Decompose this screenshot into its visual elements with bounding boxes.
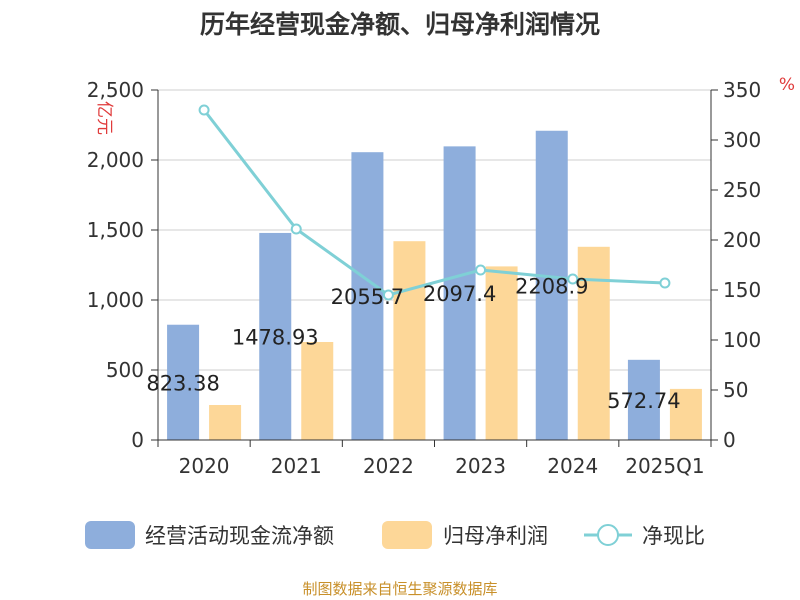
right-tick-label: 150: [723, 278, 761, 302]
right-tick-label: 350: [723, 78, 761, 102]
chart-title: 历年经营现金净额、归母净利润情况: [200, 10, 600, 39]
bars: [167, 130, 702, 440]
x-tick-label: 2021: [271, 454, 322, 478]
legend-label-ratio: 净现比: [642, 524, 705, 548]
cash-flow-bar: [259, 232, 292, 440]
x-tick-label: 2024: [547, 454, 598, 478]
cash-flow-bar: [627, 359, 660, 440]
ratio-line-path: [202, 109, 665, 297]
left-tick-label: 0: [131, 428, 144, 452]
x-tick-label: 2022: [363, 454, 414, 478]
right-tick-label: 300: [723, 128, 761, 152]
left-tick-label: 500: [106, 358, 144, 382]
left-tick-label: 2,000: [87, 148, 144, 172]
ratio-point: [290, 223, 302, 235]
cash-flow-data-label: 2097.4: [423, 282, 496, 306]
net-profit-bar: [209, 405, 242, 440]
data-labels: 823.38 1478.93 2055.7 2097.4 2208.9 572.74: [146, 274, 680, 413]
gridlines: [158, 89, 711, 371]
cash-flow-bar: [351, 152, 384, 440]
legend-swatch-net-profit: [382, 521, 432, 549]
left-tick-label: 1,000: [87, 288, 144, 312]
ratio-point: [567, 273, 579, 285]
ratio-line: [198, 104, 671, 301]
cash-flow-bar: [535, 130, 568, 440]
legend: 经营活动现金流净额 归母净利润 净现比: [85, 521, 705, 549]
source-note: 制图数据来自恒生聚源数据库: [302, 580, 497, 598]
net-profit-bar: [301, 342, 334, 440]
left-tick-label: 1,500: [87, 218, 144, 242]
right-tick-label: 200: [723, 228, 761, 252]
cash-flow-bar: [443, 146, 476, 440]
left-axis-unit: 亿元: [94, 101, 114, 135]
cash-flow-data-label: 2208.9: [515, 274, 588, 298]
legend-marker-ratio: [597, 524, 619, 546]
cash-flow-data-label: 1478.93: [232, 325, 319, 349]
x-tick-label: 2025Q1: [625, 454, 704, 478]
ratio-point: [198, 104, 210, 116]
cash-flow-bar: [167, 324, 200, 440]
cash-flow-data-label: 823.38: [146, 371, 219, 395]
axes: 0 500 1,000 1,500 2,000 2,500 0 50 100 150 200 250 3…: [87, 78, 761, 478]
right-axis-unit: %: [779, 75, 795, 95]
right-tick-label: 100: [723, 328, 761, 352]
cash-flow-data-label: 2055.7: [331, 285, 404, 309]
x-tick-label: 2023: [455, 454, 506, 478]
net-profit-bar: [393, 241, 426, 440]
x-tick-label: 2020: [179, 454, 230, 478]
right-tick-label: 250: [723, 178, 761, 202]
legend-label-net-profit: 归母净利润: [443, 524, 548, 548]
ratio-point: [659, 277, 671, 289]
legend-swatch-cash-flow: [85, 521, 135, 549]
right-tick-label: 0: [723, 428, 736, 452]
legend-label-cash-flow: 经营活动现金流净额: [145, 524, 334, 548]
right-tick-label: 50: [723, 378, 748, 402]
ratio-point: [382, 289, 394, 301]
net-profit-bar: [485, 266, 518, 440]
net-profit-bar: [669, 388, 702, 440]
cash-flow-data-label: 572.74: [607, 389, 680, 413]
ratio-point: [475, 264, 487, 276]
left-tick-label: 2,500: [87, 78, 144, 102]
